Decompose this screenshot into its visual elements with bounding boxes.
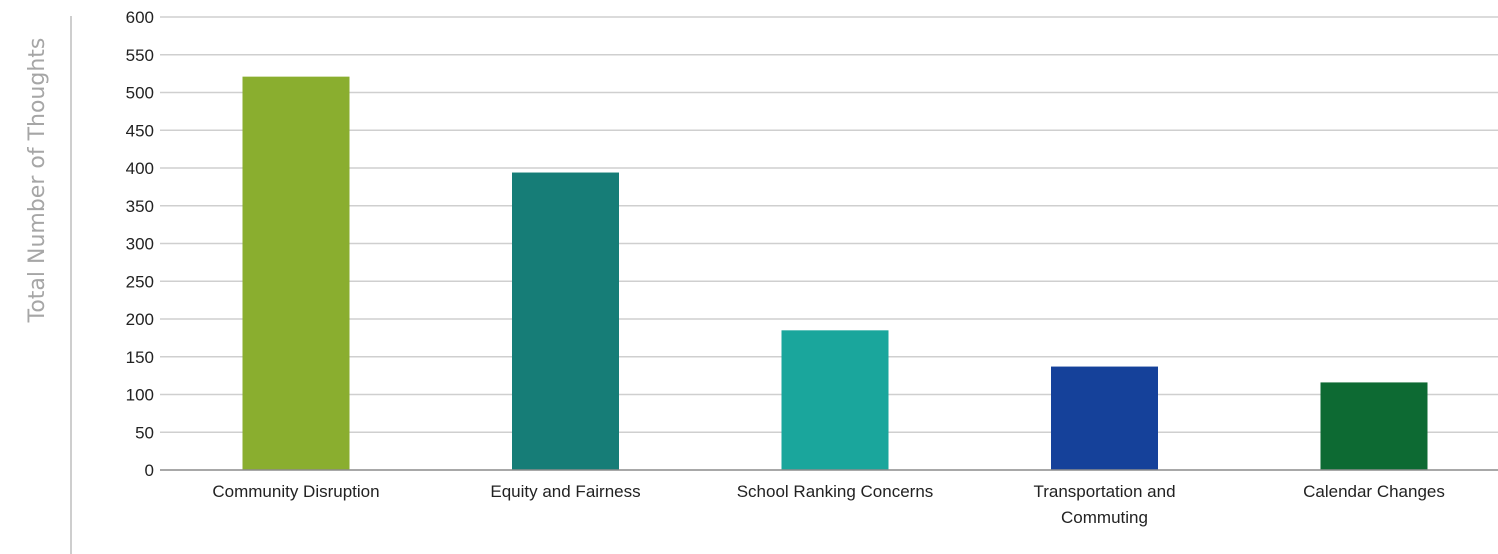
bar — [1051, 366, 1158, 470]
y-tick-label: 0 — [145, 461, 154, 480]
y-tick-label: 300 — [126, 235, 154, 254]
y-tick-label: 400 — [126, 159, 154, 178]
y-tick-label: 600 — [126, 8, 154, 27]
y-tick-label: 50 — [135, 423, 154, 442]
y-tick-label: 200 — [126, 310, 154, 329]
y-tick-label: 550 — [126, 46, 154, 65]
bar — [781, 330, 889, 470]
category-label: Transportation and Commuting — [1033, 482, 1175, 527]
y-tick-label: 450 — [126, 121, 154, 140]
category-label: Equity and Fairness — [490, 482, 640, 501]
bar — [1320, 382, 1428, 470]
bar — [242, 76, 350, 471]
y-tick-label: 350 — [126, 197, 154, 216]
y-tick-label: 500 — [126, 84, 154, 103]
y-axis-label: Total Number of Thoughts — [25, 38, 50, 324]
category-label: Calendar Changes — [1303, 482, 1445, 501]
bar — [512, 172, 619, 470]
y-tick-label: 250 — [126, 272, 154, 291]
category-label: School Ranking Concerns — [737, 482, 934, 501]
gridlines — [160, 16, 1498, 433]
y-tick-labels: 0 50 100 150 200 250 300 350 400 450 500 550 600 — [126, 8, 154, 480]
y-tick-label: 150 — [126, 348, 154, 367]
category-label: Community Disruption — [212, 482, 379, 501]
bars — [242, 76, 1428, 471]
y-tick-label: 100 — [126, 386, 154, 405]
category-labels: Community Disruption Equity and Fairness S… — [212, 482, 1445, 527]
